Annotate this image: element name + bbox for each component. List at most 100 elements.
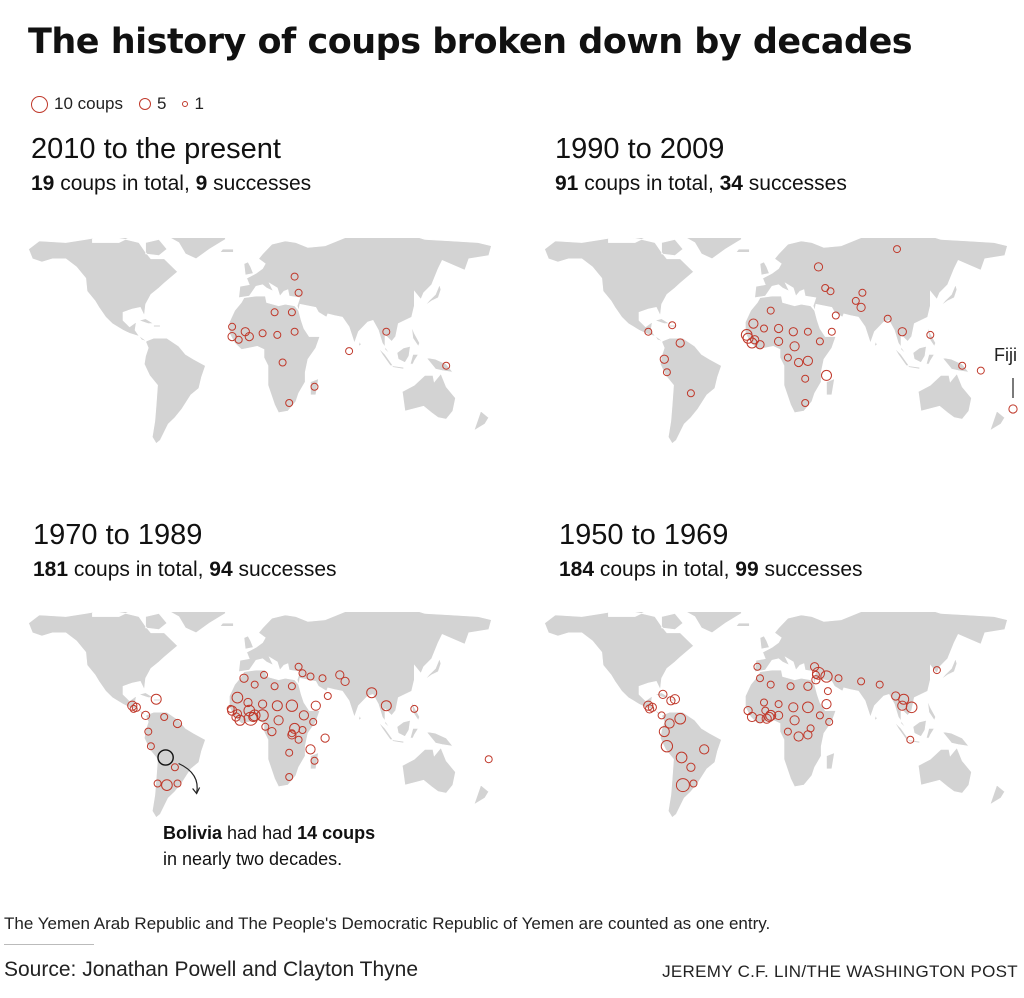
coup-marker-thailand xyxy=(897,327,907,337)
coup-marker-algeria xyxy=(766,680,775,689)
coup-marker-zambia xyxy=(801,374,810,383)
coup-marker-argentina xyxy=(675,778,690,793)
coup-marker-iraq xyxy=(820,670,833,683)
success-text: successes xyxy=(758,558,863,581)
coup-marker-tunisia xyxy=(260,670,268,679)
credit-line: JEREMY C.F. LIN/THE WASHINGTON POST xyxy=(662,962,1018,981)
coup-marker-brazil xyxy=(699,744,710,755)
success-text: successes xyxy=(232,558,337,581)
coup-marker-philippines xyxy=(926,330,935,339)
coup-marker-syria xyxy=(298,669,307,678)
legend-item-10: 10 coups xyxy=(31,94,123,114)
coup-marker-fiji xyxy=(484,755,493,764)
source-line: Source: Jonathan Powell and Clayton Thyn… xyxy=(4,958,419,981)
coup-marker-oman xyxy=(323,692,332,700)
page-title: The history of coups broken down by deca… xyxy=(28,22,913,62)
coup-marker-uruguay xyxy=(689,779,698,788)
coup-marker-mauritania xyxy=(228,322,237,331)
coup-marker-congo xyxy=(267,726,277,737)
coup-marker-comoros xyxy=(305,744,316,755)
coup-marker-venezuela xyxy=(674,712,687,725)
coup-marker-yemen xyxy=(310,700,321,711)
coup-marker-philippines xyxy=(410,704,419,713)
coup-marker-libya xyxy=(270,682,279,691)
coup-marker-morocco xyxy=(239,673,249,683)
coup-marker-congo xyxy=(783,353,792,362)
coup-marker-guinea-bissau xyxy=(227,331,237,342)
coup-marker-bolivia xyxy=(157,749,174,766)
success-count: 9 xyxy=(195,172,208,195)
coup-marker-venezuela xyxy=(675,338,685,348)
coup-marker-suriname xyxy=(172,718,183,729)
coup-marker-sudan xyxy=(802,701,814,714)
footer-divider xyxy=(4,944,94,945)
coup-marker-syria xyxy=(812,666,825,680)
coup-marker-ethiopia xyxy=(815,337,824,346)
coup-marker-mali xyxy=(760,324,768,333)
coup-marker-guatemala xyxy=(127,700,138,711)
coup-marker-el-salvador xyxy=(644,704,655,714)
coup-marker-paraguay xyxy=(686,389,695,398)
coup-marker-madagascar xyxy=(310,756,319,765)
callout-arrow xyxy=(178,762,198,794)
coup-marker-tanzania xyxy=(294,735,303,744)
coup-marker-papua-new-guinea xyxy=(958,361,967,370)
land-mass xyxy=(544,238,1008,444)
coup-marker-comoros xyxy=(821,369,832,381)
coup-marker-tajikistan xyxy=(858,288,867,297)
coup-marker-bangladesh xyxy=(883,314,892,323)
panel-subtitle-1970: 181 coups in total, 94 successes xyxy=(33,558,337,582)
coup-marker-algeria xyxy=(766,306,775,315)
coup-marker-nigeria xyxy=(773,710,784,721)
coup-marker-maldives xyxy=(345,347,354,356)
coup-marker-nigeria xyxy=(256,709,269,722)
coup-marker-ecuador xyxy=(144,727,153,736)
panel-subtitle-1950: 184 coups in total, 99 successes xyxy=(559,558,863,582)
coup-marker-niger xyxy=(773,323,784,334)
coup-marker-liberia xyxy=(234,714,246,726)
coup-marker-thailand xyxy=(380,700,392,712)
coup-marker-peru xyxy=(662,368,671,377)
coup-marker-paraguay xyxy=(686,762,696,772)
coup-marker-chad xyxy=(271,700,283,712)
coup-marker-sudan xyxy=(290,327,299,336)
coup-marker-arctic-russia xyxy=(893,245,901,254)
fiji-label: Fiji xyxy=(994,345,1017,365)
coup-marker-fiji xyxy=(1008,404,1018,414)
world-map-2010 xyxy=(28,238,492,444)
success-text: successes xyxy=(207,172,312,195)
coup-marker-panama xyxy=(657,711,666,720)
world-map-1990 xyxy=(544,238,1018,444)
bolivia-callout: Bolivia had had 14 coups in nearly two d… xyxy=(163,820,375,872)
coup-marker-morocco xyxy=(756,674,764,683)
success-count: 94 xyxy=(209,558,233,581)
coup-marker-burundi xyxy=(802,355,813,367)
coup-marker-egypt xyxy=(287,682,296,691)
coup-marker-colombia xyxy=(664,718,675,729)
total-count: 184 xyxy=(559,558,595,581)
coup-marker-zambia xyxy=(285,748,294,757)
coup-marker-mauritania xyxy=(231,691,244,704)
coup-marker-egypt xyxy=(287,308,296,317)
success-count: 34 xyxy=(719,172,743,195)
coup-marker-paraguay xyxy=(170,763,179,772)
callout-line2: in nearly two decades. xyxy=(163,849,343,869)
coup-marker-congo xyxy=(783,727,792,736)
coup-marker-ecuador xyxy=(659,354,669,364)
coup-marker-indonesia xyxy=(906,735,915,744)
coup-marker-yemen xyxy=(821,699,832,710)
world-map-1950 xyxy=(544,612,1008,818)
coup-marker-pakistan xyxy=(856,302,866,313)
coup-marker-thailand xyxy=(382,327,391,336)
legend-label-10: 10 coups xyxy=(54,94,123,113)
panel-title-1990: 1990 to 2009 xyxy=(555,133,725,165)
legend-item-5: 5 xyxy=(139,94,166,114)
callout-arrowhead xyxy=(192,787,201,795)
coup-marker-burundi xyxy=(803,730,813,740)
coup-marker-togo xyxy=(248,711,259,723)
coup-marker-turkey xyxy=(809,662,820,672)
coup-marker-guinea xyxy=(750,335,760,345)
coup-marker-south-korea xyxy=(932,666,941,675)
callout-count: 14 coups xyxy=(297,823,376,843)
coup-marker-chad xyxy=(273,330,282,339)
